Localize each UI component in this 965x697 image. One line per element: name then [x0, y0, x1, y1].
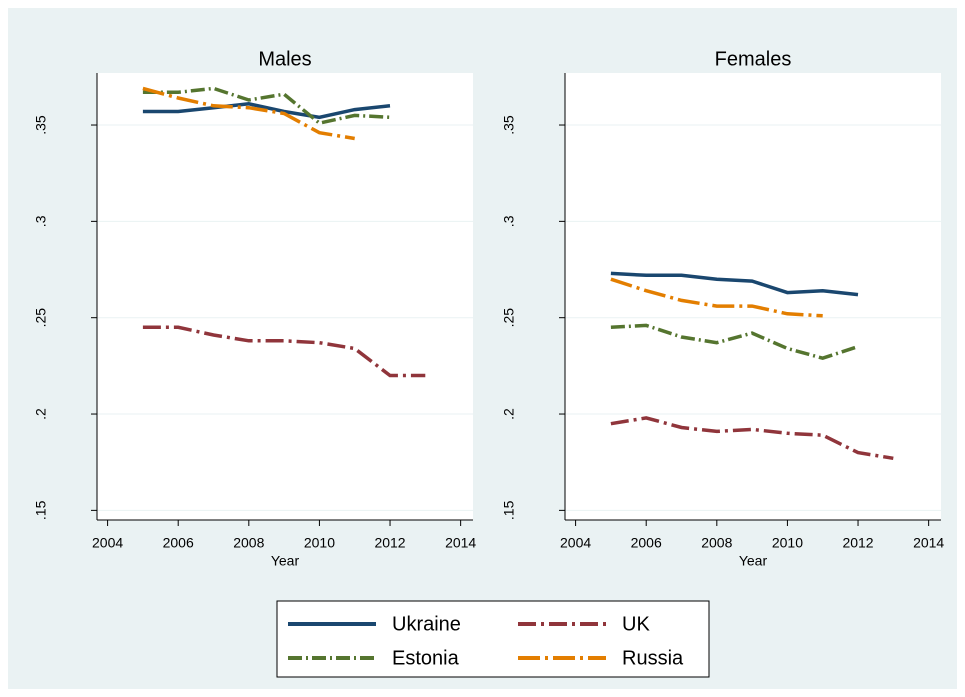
series-line	[142, 325, 426, 378]
panel-title: Females	[715, 48, 792, 70]
legend-box	[276, 600, 710, 678]
plot-region	[565, 73, 941, 520]
series-line	[610, 323, 859, 361]
x-tick-label: 2006	[631, 535, 662, 551]
panel-title: Males	[258, 48, 311, 70]
x-axis-label: Year	[739, 553, 768, 569]
x-tick-label: 2004	[560, 535, 591, 551]
x-tick-label: 2014	[913, 535, 944, 551]
legend-label: Estonia	[392, 647, 460, 669]
y-tick-label: .2	[33, 408, 49, 420]
series-line	[610, 271, 859, 297]
series-line	[610, 277, 823, 318]
y-tick-label: .35	[33, 115, 49, 135]
y-tick-label: .2	[501, 408, 517, 420]
y-tick-label: .25	[501, 308, 517, 328]
x-tick-label: 2012	[374, 535, 405, 551]
series-line	[610, 416, 894, 461]
y-tick-label: .25	[33, 308, 49, 328]
x-tick-label: 2014	[445, 535, 476, 551]
y-tick-label: .15	[33, 500, 49, 520]
x-tick-label: 2008	[701, 535, 732, 551]
y-tick-label: .15	[501, 500, 517, 520]
plot-region	[97, 73, 473, 520]
x-tick-label: 2012	[842, 535, 873, 551]
legend-label: Ukraine	[392, 613, 461, 635]
y-tick-label: .35	[501, 115, 517, 135]
series-line	[142, 86, 391, 125]
x-axis-label: Year	[271, 553, 300, 569]
x-tick-label: 2010	[304, 535, 335, 551]
legend-label: UK	[622, 613, 650, 635]
y-tick-label: .3	[501, 215, 517, 227]
series-line	[142, 102, 391, 120]
x-tick-label: 2004	[92, 535, 123, 551]
y-tick-label: .3	[33, 215, 49, 227]
x-tick-label: 2010	[772, 535, 803, 551]
x-tick-label: 2006	[163, 535, 194, 551]
x-tick-label: 2008	[233, 535, 264, 551]
series-line	[142, 86, 355, 141]
legend-label: Russia	[622, 647, 684, 669]
